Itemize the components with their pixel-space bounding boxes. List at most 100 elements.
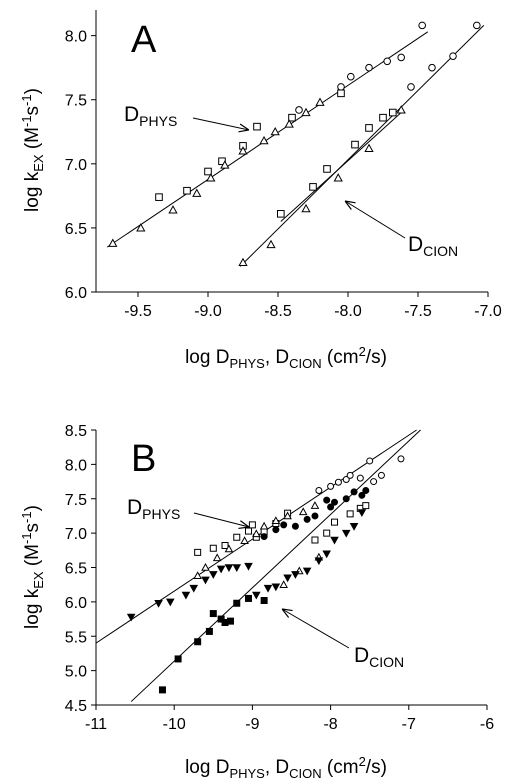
panel-a-data-point [333,173,343,182]
panel-a-data-point [449,52,457,60]
panel-b-data-point [201,563,210,571]
panel-a-annotation-dcion: DCION [408,233,458,259]
panel-a-fit-line [280,112,402,222]
panel-b-y-tick-label: 5.5 [65,629,87,646]
panel-b-data-point [194,548,202,556]
panel-b-y-tick-label: 7.5 [65,492,87,509]
panel-b-data-point [244,527,252,535]
panel-b: -11 -10 -9 -8 -7 -6 4.5 5.0 5.5 6.0 6.5 7.0 7.5 8.0 8.… [19,423,494,781]
panel-b-data-point [189,584,199,593]
panel-b-data-point [233,599,241,607]
panel-b-data-point [260,597,268,604]
panel-b-y-axis-label: log kEX (M-1s-1) [19,505,46,629]
panel-b-data-point [244,562,253,571]
panel-a-fit-line [239,25,485,267]
panel-b-data-point [327,503,335,511]
panel-a-data-point [364,143,374,152]
panel-a: -9.5 -9.0 -8.5 -8.0 -7.5 -7.06.06.57.07.58.0 … [19,10,502,371]
panel-b-annotation-dphys: DPHYS [127,496,180,522]
panel-b-x-tick-label: -10 [163,716,186,733]
panel-b-data-point [252,591,261,600]
panel-b-data-point [283,574,292,583]
panel-b-data-point [331,498,339,506]
panel-a-data-point [301,107,311,117]
panel-b-data-point [350,488,358,496]
panel-a-y-axis-label: log kEX (M-1s-1) [19,88,46,212]
panel-b-data-point [323,496,331,504]
panel-b-x-tick-label: -9 [245,716,259,733]
panel-b-y-tick-label: 4.5 [65,698,87,715]
panel-a-data-point [407,83,415,91]
panel-a-data-point [204,167,212,176]
panel-a-data-point [238,257,248,267]
panel-b-data-point [330,536,339,545]
panel-b-data-point [209,544,217,552]
panel-b-data-point [259,521,269,530]
panel-a-data-point [192,188,202,197]
panel-a-data-point [473,21,481,30]
panel-b-data-point [205,627,213,635]
panel-a-x-tick-label: -9.0 [194,303,222,320]
panel-b-x-tick-label: -8 [323,716,337,733]
panel-b-y-tick-label: 5.0 [65,664,87,681]
panel-b-data-point [342,476,350,483]
panel-b-data-point [356,474,364,482]
panel-b-y-tick-label: 6.0 [65,595,87,612]
panel-b-data-point [327,482,335,490]
panel-a-data-point [136,223,146,232]
panel-b-annotation-dcion: DCION [354,644,404,670]
panel-b-data-point [174,655,182,663]
panel-a-data-point [418,21,427,30]
panel-a-data-point [397,53,406,62]
panel-b-data-point [310,501,320,509]
panel-a-y-tick-label: 6.5 [65,221,87,238]
panel-a-x-tick-label: -8.0 [334,303,362,320]
panel-b-data-point [260,533,268,541]
panel-b-y-tick-label: 6.5 [65,561,87,578]
panel-b-x-axis-label: log DPHYS, DCION (cm2/s) [185,754,387,781]
panel-b-data-point [158,686,166,694]
panel-b-data-point [334,478,342,486]
panel-a-data-point [309,183,317,191]
panel-b-plot-area [95,429,421,702]
panel-b-data-point [252,529,261,538]
panel-a-data-point [168,205,178,214]
panel-b-data-point [349,522,359,531]
panel-b-ticks: -11 -10 -9 -8 -7 -6 4.5 5.0 5.5 6.0 6.5 7.0 7.5 8.0 8.… [65,423,494,733]
panel-a-data-point [365,124,373,132]
panel-a-y-tick-label: 7.0 [65,157,87,174]
panel-b-x-tick-label: -6 [480,716,494,733]
panel-a-data-point [295,106,303,114]
panel-b-data-point [126,613,136,622]
panel-b-data-point [248,521,256,529]
panel-b-data-point [221,542,229,549]
panel-b-data-point [342,495,350,503]
panel-a-data-point [365,63,373,72]
panel-b-data-point [298,507,308,516]
panel-a-data-point [284,119,294,128]
panel-a-data-point [253,122,261,131]
panel-a-y-tick-label: 8.0 [65,29,87,46]
panel-a-data-point [337,83,345,91]
panel-a-x-tick-label: -7.5 [404,303,432,320]
panel-b-data-point [322,550,331,559]
panel-a-annotation-dphys: DPHYS [124,103,177,129]
panel-b-data-point [224,564,234,572]
panel-a-data-point [337,89,345,98]
panel-b-data-point [377,471,385,479]
panel-b-data-point [272,526,280,534]
panel-a-x-tick-label: -9.5 [124,303,152,320]
panel-b-arrow-dcion [282,609,350,649]
panel-b-data-point [366,457,374,465]
panel-a-y-tick-label: 6.0 [65,285,87,302]
panel-b-label: B [131,438,156,480]
panel-b-x-tick-label: -7 [402,716,416,733]
panel-a-data-point [270,126,280,136]
panel-b-data-point [341,529,351,538]
panel-b-data-point [244,594,252,602]
panel-a-fit-line [106,31,429,248]
panel-a-ticks: -9.5 -9.0 -8.5 -8.0 -7.5 -7.0 6.0 6.5 7.0 7.5 8.0 [65,29,502,320]
panel-b-data-point [201,576,210,585]
panel-a-arrow-dphys [192,117,249,130]
